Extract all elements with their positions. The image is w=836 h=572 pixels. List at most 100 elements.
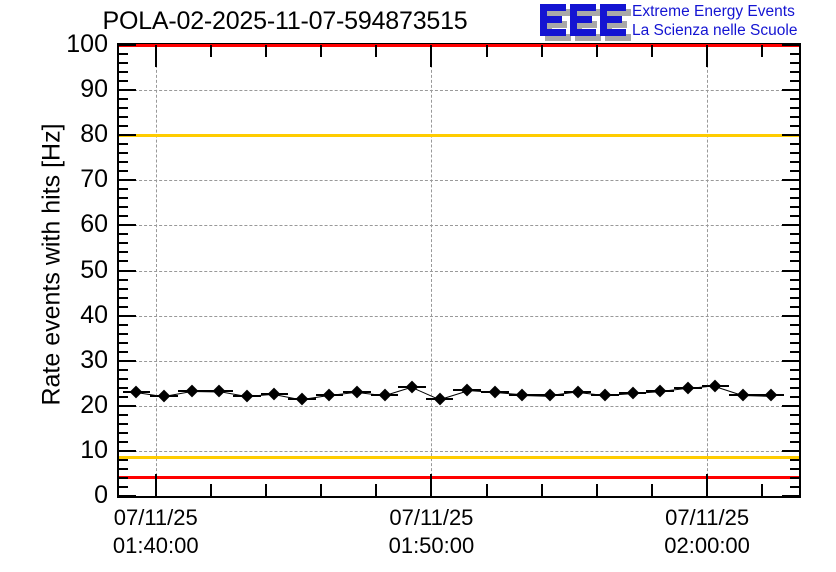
x-axis-tick-label: 07/11/25 01:40:00: [66, 504, 246, 560]
y-axis-minor-tick: [119, 188, 128, 191]
gridline-horizontal: [119, 450, 799, 452]
data-point-marker[interactable]: [598, 388, 612, 402]
y-axis-minor-tick: [119, 53, 128, 56]
y-axis-major-tick: [782, 359, 799, 362]
y-axis-minor-tick: [119, 476, 128, 479]
y-axis-minor-tick: [119, 206, 128, 209]
y-axis-minor-tick: [790, 476, 799, 479]
y-axis-minor-tick: [790, 98, 799, 101]
gridline-horizontal: [119, 315, 799, 317]
y-axis-minor-tick: [119, 116, 128, 119]
y-axis-minor-tick: [790, 413, 799, 416]
x-axis-tick-time: 02:00:00: [664, 533, 750, 558]
y-axis-minor-tick: [790, 395, 799, 398]
data-point-marker[interactable]: [130, 385, 143, 399]
x-axis-minor-tick: [540, 45, 543, 57]
data-point-marker[interactable]: [240, 389, 254, 403]
y-axis-minor-tick: [119, 62, 128, 65]
y-axis-minor-tick: [119, 125, 128, 128]
y-axis-minor-tick: [790, 242, 799, 245]
y-axis-minor-tick: [119, 251, 128, 254]
data-point-marker[interactable]: [295, 393, 309, 406]
data-point-marker[interactable]: [764, 389, 777, 402]
y-axis-major-tick: [119, 314, 136, 317]
y-axis-major-tick: [782, 134, 799, 137]
eee-letter-stroke: [540, 29, 566, 36]
data-point-marker[interactable]: [516, 388, 529, 401]
y-axis-tick-label: 50: [80, 255, 108, 284]
y-axis-major-tick: [119, 495, 136, 497]
y-axis-minor-tick: [119, 287, 128, 290]
y-axis-minor-tick: [790, 350, 799, 353]
y-axis-tick-label: 90: [80, 75, 108, 104]
data-point-marker[interactable]: [488, 385, 502, 399]
y-axis-minor-tick: [119, 152, 128, 155]
data-point-marker[interactable]: [709, 379, 722, 392]
data-point-marker[interactable]: [157, 389, 171, 403]
y-axis-minor-tick: [119, 413, 128, 416]
y-axis-major-tick: [119, 449, 136, 452]
y-axis-tick-label: 10: [80, 435, 108, 464]
y-axis-minor-tick: [119, 467, 128, 470]
y-axis-minor-tick: [790, 116, 799, 119]
data-point-marker[interactable]: [267, 387, 281, 401]
y-axis-major-tick: [782, 404, 799, 407]
data-point-marker[interactable]: [433, 392, 447, 406]
y-axis-minor-tick: [790, 71, 799, 74]
y-axis-minor-tick: [790, 107, 799, 110]
data-point-marker[interactable]: [350, 385, 364, 399]
data-point-marker[interactable]: [653, 384, 667, 398]
x-axis-major-tick: [154, 474, 157, 496]
data-point-marker[interactable]: [736, 388, 750, 401]
x-axis-minor-tick: [540, 484, 543, 496]
y-axis-minor-tick: [119, 170, 128, 173]
y-axis-minor-tick: [119, 341, 128, 344]
y-axis-major-tick: [782, 224, 799, 227]
y-axis-minor-tick: [119, 431, 128, 434]
eee-letter-stroke: [600, 4, 626, 11]
gridline-horizontal: [119, 270, 799, 272]
threshold-line: [119, 133, 799, 137]
gridline-horizontal: [119, 90, 799, 92]
y-axis-major-tick: [119, 134, 136, 137]
x-axis-tick-time: 01:50:00: [388, 533, 475, 558]
y-axis-minor-tick: [790, 440, 799, 443]
threshold-line: [119, 456, 799, 460]
y-axis-minor-tick: [790, 206, 799, 209]
data-point-marker[interactable]: [212, 384, 226, 398]
data-point-marker[interactable]: [543, 389, 557, 402]
x-axis-major-tick: [706, 474, 709, 496]
data-point-marker[interactable]: [405, 380, 419, 394]
data-point-marker[interactable]: [185, 384, 198, 398]
y-axis-minor-tick: [119, 368, 128, 371]
y-axis-major-tick: [119, 224, 136, 227]
eee-letter-shadow: [605, 9, 631, 16]
y-axis-minor-tick: [790, 62, 799, 65]
y-axis-minor-tick: [119, 215, 128, 218]
y-axis-minor-tick: [790, 377, 799, 380]
y-axis-minor-tick: [119, 233, 128, 236]
y-axis-minor-tick: [119, 350, 128, 353]
y-axis-minor-tick: [790, 80, 799, 83]
x-axis-minor-tick: [375, 484, 378, 496]
y-axis-minor-tick: [790, 197, 799, 200]
y-axis-major-tick: [119, 404, 136, 407]
y-axis-minor-tick: [119, 395, 128, 398]
data-point-marker[interactable]: [571, 385, 584, 399]
gridline-horizontal: [119, 180, 799, 182]
data-point-marker[interactable]: [460, 384, 474, 397]
eee-letter-stroke: [570, 16, 592, 23]
data-point-marker[interactable]: [378, 389, 391, 402]
eee-letter-shadow: [545, 34, 571, 41]
eee-letter-shadow: [575, 34, 601, 41]
y-axis-minor-tick: [119, 71, 128, 74]
y-axis-major-tick: [782, 269, 799, 272]
data-point-marker[interactable]: [323, 389, 336, 402]
x-axis-minor-tick: [595, 45, 598, 57]
data-point-marker[interactable]: [681, 381, 695, 395]
y-axis-minor-tick: [790, 188, 799, 191]
eee-letter-stroke: [600, 29, 626, 36]
y-axis-minor-tick: [119, 386, 128, 389]
data-point-marker[interactable]: [626, 386, 640, 400]
y-axis-major-tick: [782, 89, 799, 92]
